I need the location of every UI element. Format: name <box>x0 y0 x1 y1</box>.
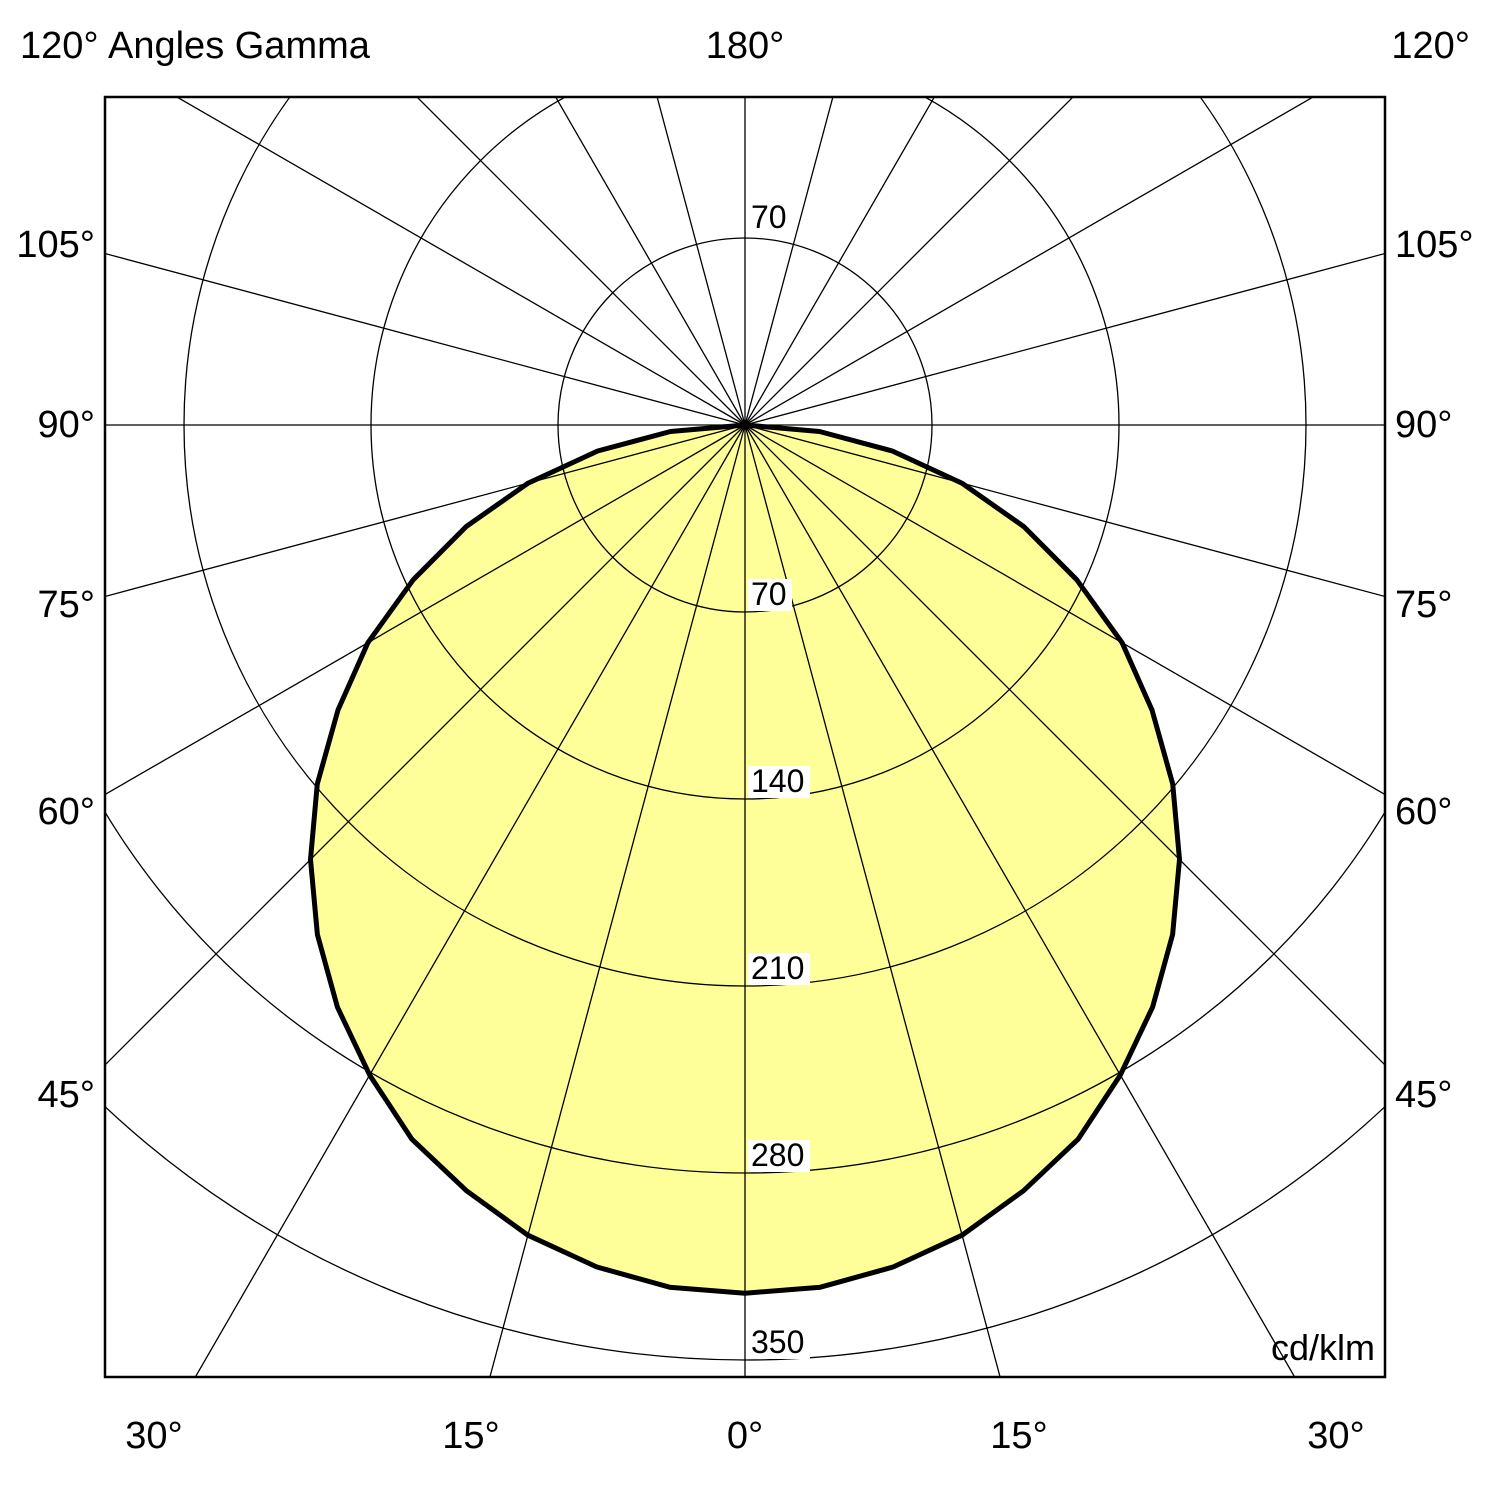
gamma-ray <box>656 97 746 426</box>
radial-tick-label: 280 <box>751 1137 804 1173</box>
tick-label-bg <box>748 1140 810 1172</box>
angle-label: 60° <box>1395 791 1452 833</box>
gamma-ray <box>744 97 1315 426</box>
gamma-ray <box>416 97 746 426</box>
tick-label-bg <box>748 1327 810 1359</box>
angle-label: 105° <box>16 224 95 266</box>
radial-tick-label: 70 <box>751 576 787 612</box>
angle-label: 0° <box>727 1415 763 1457</box>
angle-label: 15° <box>442 1415 499 1457</box>
tick-label-bg <box>748 202 792 234</box>
radial-tick-label: 350 <box>751 1324 804 1360</box>
angle-label: 30° <box>125 1415 182 1457</box>
gamma-ray <box>175 97 746 426</box>
angle-label: 120° <box>1391 25 1470 67</box>
gamma-ray <box>194 424 746 1377</box>
angle-label: 90° <box>38 404 95 446</box>
gamma-ray <box>744 97 936 426</box>
angle-label: 45° <box>38 1074 95 1116</box>
gamma-ray <box>744 97 834 426</box>
intensity-lobe-outline <box>308 422 1182 1296</box>
angle-label: 180° <box>706 25 785 67</box>
angle-label: 15° <box>990 1415 1047 1457</box>
gamma-ray <box>554 97 746 426</box>
angle-label: 75° <box>38 584 95 626</box>
radial-circle <box>105 1105 1385 1361</box>
tick-label-bg <box>748 579 792 611</box>
gamma-ray <box>744 424 1001 1377</box>
tick-label-bg <box>748 953 810 985</box>
gamma-ray <box>744 252 1385 426</box>
gamma-ray <box>744 97 1074 426</box>
chart-title: Angles Gamma <box>108 25 371 67</box>
gamma-ray <box>105 252 746 426</box>
gamma-ray <box>105 424 746 598</box>
gamma-ray <box>744 424 1385 796</box>
gamma-ray <box>744 424 1385 598</box>
radial-circle <box>557 237 933 613</box>
gamma-ray <box>105 424 746 796</box>
angle-label: 105° <box>1395 224 1474 266</box>
gamma-ray <box>744 424 1385 1066</box>
gamma-ray <box>105 424 746 1066</box>
gamma-ray <box>744 424 1296 1377</box>
radial-tick-label: 140 <box>751 763 804 799</box>
radial-tick-label: 70 <box>751 199 787 235</box>
angle-label: 120° <box>20 25 99 67</box>
angle-label: 60° <box>38 791 95 833</box>
radial-tick-label: 210 <box>751 950 804 986</box>
angle-label: 90° <box>1395 404 1452 446</box>
tick-label-bg <box>748 766 810 798</box>
radial-circle <box>183 97 1307 987</box>
angle-label: 75° <box>1395 584 1452 626</box>
unit-label: cd/klm <box>1271 1327 1375 1368</box>
radial-circle <box>105 810 1385 1174</box>
angle-label: 45° <box>1395 1074 1452 1116</box>
radial-circle <box>370 97 1120 800</box>
plot-border <box>103 95 1387 1379</box>
gamma-ray <box>489 424 746 1377</box>
angle-label: 30° <box>1307 1415 1364 1457</box>
